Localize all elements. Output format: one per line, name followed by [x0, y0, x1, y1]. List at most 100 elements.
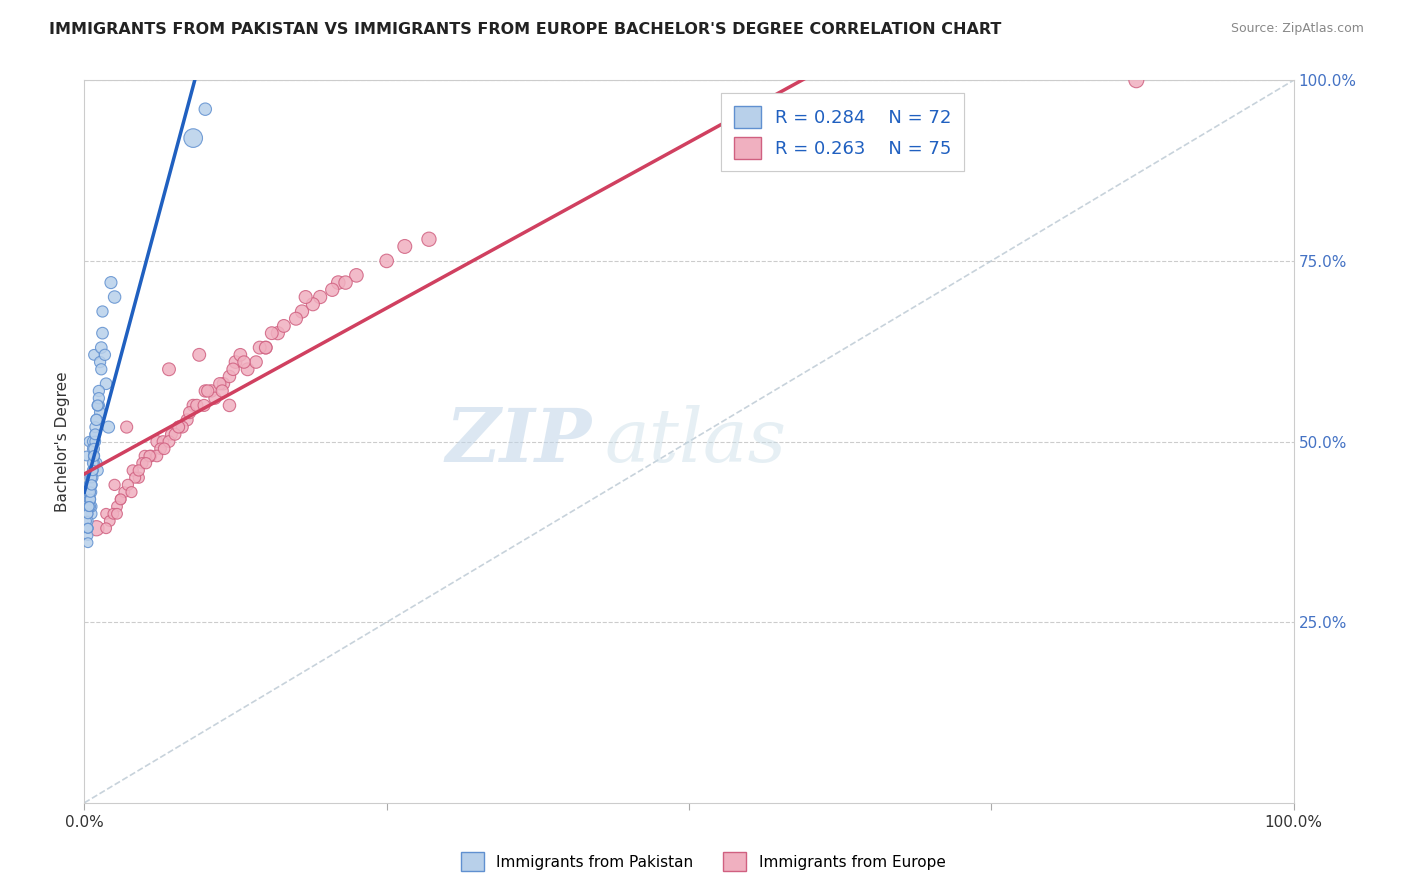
Point	[82, 463, 104, 477]
Point	[208, 376, 231, 391]
Point	[105, 507, 128, 521]
Point	[86, 398, 108, 412]
Point	[83, 348, 105, 362]
Point	[77, 535, 100, 549]
Point	[104, 290, 127, 304]
Text: atlas: atlas	[605, 405, 786, 478]
Point	[80, 507, 103, 521]
Point	[121, 485, 143, 500]
Point	[285, 311, 308, 326]
Point	[79, 471, 101, 485]
Point	[77, 507, 100, 521]
Point	[77, 500, 100, 514]
Point	[77, 434, 100, 449]
Point	[80, 500, 103, 514]
Point	[321, 283, 343, 297]
Point	[86, 456, 108, 470]
Point	[225, 355, 247, 369]
Point	[86, 413, 108, 427]
Point	[79, 500, 101, 514]
Point	[134, 449, 156, 463]
Point	[152, 434, 174, 449]
Point	[77, 500, 100, 514]
Point	[328, 276, 350, 290]
Point	[100, 276, 122, 290]
Point	[181, 131, 204, 145]
Point	[176, 413, 198, 427]
Point	[90, 362, 112, 376]
Point	[149, 442, 172, 456]
Point	[194, 384, 217, 398]
Point	[135, 456, 157, 470]
Point	[121, 463, 143, 477]
Point	[112, 485, 135, 500]
Point	[309, 290, 332, 304]
Point	[94, 507, 117, 521]
Point	[128, 471, 150, 485]
Point	[77, 521, 100, 535]
Point	[160, 427, 183, 442]
Point	[89, 406, 111, 420]
Point	[138, 449, 160, 463]
Point	[131, 456, 153, 470]
Point	[165, 427, 187, 442]
Point	[79, 492, 101, 507]
Point	[83, 456, 105, 470]
Point	[212, 376, 235, 391]
Point	[91, 326, 114, 341]
Point	[117, 478, 139, 492]
Point	[77, 528, 100, 542]
Point	[83, 449, 105, 463]
Point	[218, 369, 240, 384]
Point	[86, 463, 108, 477]
Point	[233, 355, 256, 369]
Point	[249, 341, 271, 355]
Point	[80, 478, 103, 492]
Text: ZIP: ZIP	[446, 405, 592, 478]
Point	[83, 449, 105, 463]
Point	[375, 253, 398, 268]
Point	[181, 398, 204, 412]
Point	[115, 420, 138, 434]
Point	[157, 434, 180, 449]
Legend: R = 0.284    N = 72, R = 0.263    N = 75: R = 0.284 N = 72, R = 0.263 N = 75	[721, 93, 965, 171]
Point	[197, 384, 219, 398]
Point	[139, 449, 162, 463]
Point	[86, 413, 108, 427]
Point	[77, 514, 100, 528]
Point	[82, 456, 104, 470]
Point	[254, 341, 277, 355]
Point	[80, 478, 103, 492]
Point	[86, 398, 108, 412]
Point	[77, 521, 100, 535]
Point	[77, 485, 100, 500]
Point	[222, 362, 245, 376]
Point	[229, 348, 252, 362]
Point	[80, 485, 103, 500]
Point	[83, 442, 105, 456]
Point	[77, 507, 100, 521]
Point	[188, 348, 211, 362]
Point	[110, 492, 132, 507]
Point	[77, 492, 100, 507]
Point	[91, 304, 114, 318]
Point	[76, 514, 98, 528]
Point	[193, 398, 215, 412]
Point	[335, 276, 357, 290]
Point	[79, 485, 101, 500]
Point	[97, 420, 120, 434]
Point	[80, 478, 103, 492]
Point	[80, 471, 103, 485]
Point	[77, 521, 100, 535]
Point	[98, 514, 121, 528]
Point	[291, 304, 314, 318]
Point	[254, 341, 277, 355]
Point	[90, 341, 112, 355]
Point	[167, 420, 190, 434]
Point	[83, 449, 105, 463]
Point	[418, 232, 440, 246]
Point	[394, 239, 416, 253]
Point	[245, 355, 267, 369]
Point	[167, 420, 190, 434]
Point	[77, 500, 100, 514]
